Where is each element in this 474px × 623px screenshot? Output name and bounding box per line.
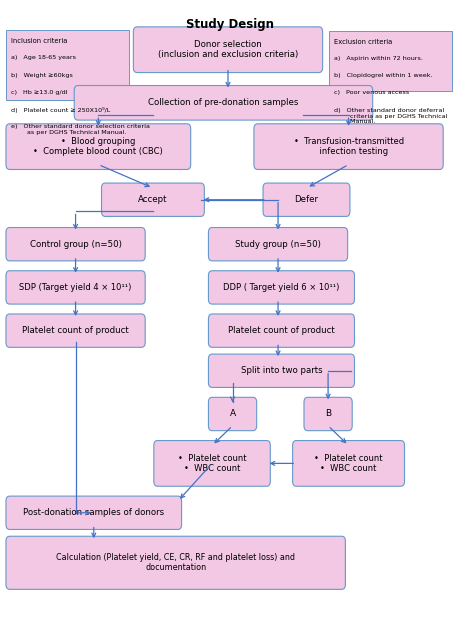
FancyBboxPatch shape	[133, 27, 323, 72]
Text: Inclusion criteria: Inclusion criteria	[11, 38, 67, 44]
Text: Post-donation samples of donors: Post-donation samples of donors	[23, 508, 164, 517]
Text: B: B	[325, 409, 331, 419]
Text: Study Design: Study Design	[186, 18, 274, 31]
Text: Exclusion criteria: Exclusion criteria	[334, 39, 392, 45]
Text: b)   Weight ≥60kgs: b) Weight ≥60kgs	[11, 72, 73, 77]
FancyBboxPatch shape	[292, 440, 404, 486]
FancyBboxPatch shape	[6, 124, 191, 169]
Text: DDP ( Target yield 6 × 10¹¹): DDP ( Target yield 6 × 10¹¹)	[223, 283, 340, 292]
FancyBboxPatch shape	[209, 314, 355, 347]
Text: b)   Clopidogrel within 1 week.: b) Clopidogrel within 1 week.	[334, 73, 432, 78]
FancyBboxPatch shape	[6, 496, 182, 530]
FancyBboxPatch shape	[209, 227, 347, 261]
Text: c)   Hb ≥13.0 g/dl: c) Hb ≥13.0 g/dl	[11, 90, 68, 95]
Text: Platelet count of product: Platelet count of product	[22, 326, 129, 335]
Text: •  Platelet count
•  WBC count: • Platelet count • WBC count	[178, 454, 246, 473]
Text: Platelet count of product: Platelet count of product	[228, 326, 335, 335]
Text: A: A	[229, 409, 236, 419]
FancyBboxPatch shape	[6, 314, 145, 347]
Text: Control group (n=50): Control group (n=50)	[30, 240, 121, 249]
Text: Defer: Defer	[294, 195, 319, 204]
FancyBboxPatch shape	[6, 30, 129, 100]
Text: d)   Other standard donor deferral
        criteria as per DGHS Technical
      : d) Other standard donor deferral criteri…	[334, 108, 447, 125]
Text: e)   Other standard donor selection criteria
        as per DGHS Technical Manua: e) Other standard donor selection criter…	[11, 125, 150, 135]
FancyBboxPatch shape	[329, 31, 452, 91]
FancyBboxPatch shape	[263, 183, 350, 216]
Text: Split into two parts: Split into two parts	[241, 366, 322, 375]
FancyBboxPatch shape	[6, 271, 145, 304]
Text: SDP (Target yield 4 × 10¹¹): SDP (Target yield 4 × 10¹¹)	[19, 283, 132, 292]
Text: •  Transfusion-transmitted
    infection testing: • Transfusion-transmitted infection test…	[293, 137, 404, 156]
Text: Study group (n=50): Study group (n=50)	[235, 240, 321, 249]
FancyBboxPatch shape	[6, 227, 145, 261]
FancyBboxPatch shape	[74, 85, 373, 120]
FancyBboxPatch shape	[154, 440, 270, 486]
FancyBboxPatch shape	[209, 354, 355, 388]
FancyBboxPatch shape	[254, 124, 443, 169]
Text: a)   Age 18-65 years: a) Age 18-65 years	[11, 55, 76, 60]
Text: d)   Platelet count ≥ 250X10⁹/L: d) Platelet count ≥ 250X10⁹/L	[11, 107, 110, 113]
Text: Donor selection
(inclusion and exclusion criteria): Donor selection (inclusion and exclusion…	[158, 40, 298, 59]
FancyBboxPatch shape	[209, 397, 256, 430]
Text: •  Platelet count
•  WBC count: • Platelet count • WBC count	[314, 454, 383, 473]
Text: •  Blood grouping
•  Complete blood count (CBC): • Blood grouping • Complete blood count …	[34, 137, 163, 156]
FancyBboxPatch shape	[6, 536, 346, 589]
FancyBboxPatch shape	[209, 271, 355, 304]
Text: c)   Poor venous access: c) Poor venous access	[334, 90, 409, 95]
Text: Accept: Accept	[138, 195, 168, 204]
FancyBboxPatch shape	[304, 397, 352, 430]
Text: Calculation (Platelet yield, CE, CR, RF and platelet loss) and
documentation: Calculation (Platelet yield, CE, CR, RF …	[56, 553, 295, 573]
FancyBboxPatch shape	[101, 183, 204, 216]
Text: a)   Aspirin within 72 hours.: a) Aspirin within 72 hours.	[334, 56, 423, 61]
Text: Collection of pre-donation samples: Collection of pre-donation samples	[148, 98, 299, 107]
